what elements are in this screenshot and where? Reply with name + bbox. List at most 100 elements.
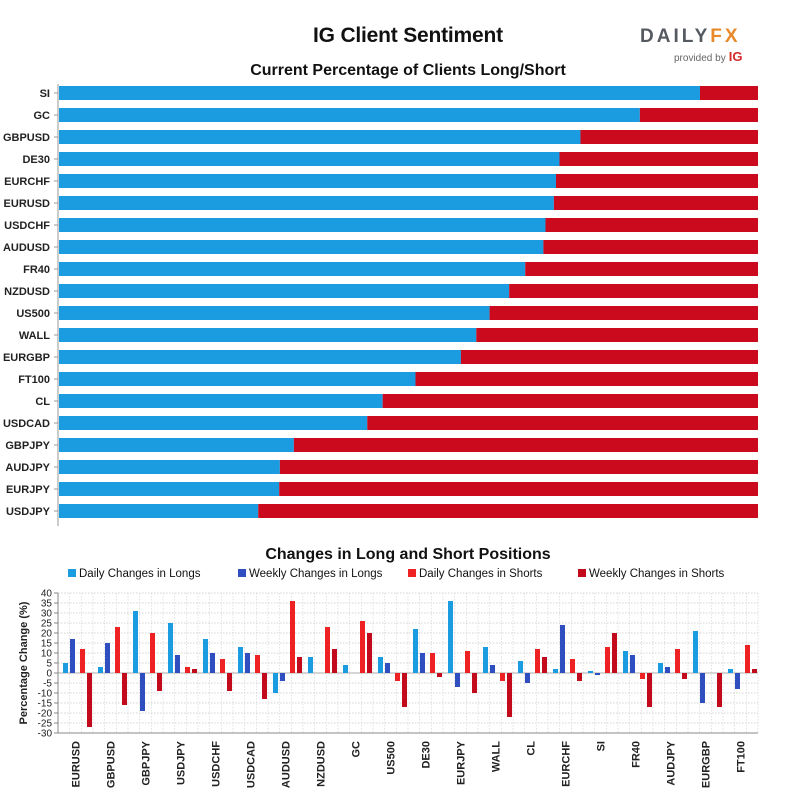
change-bar-usdchf-s2 — [220, 659, 225, 673]
legend-daily-longs[interactable]: Daily Changes in Longs — [68, 568, 200, 580]
change-bar-gc-s3 — [367, 633, 372, 673]
change-bar-gbpusd-s1 — [105, 643, 110, 673]
change-bar-gc-s0 — [343, 665, 348, 673]
short-bar-audjpy — [279, 460, 758, 474]
change-bar-usdcad-s0 — [238, 647, 243, 673]
change-bar-ft100-s2 — [745, 645, 750, 673]
long-bar-de30 — [59, 152, 560, 166]
change-bar-usdjpy-s0 — [168, 623, 173, 673]
long-bar-gc — [59, 108, 640, 122]
changes-y-tick-label: 20 — [41, 629, 53, 640]
change-bar-eurusd-s0 — [63, 663, 68, 673]
change-bar-usdjpy-s2 — [185, 667, 190, 673]
changes-category-label: GBPUSD — [106, 741, 118, 788]
change-bar-de30-s1 — [420, 653, 425, 673]
change-bar-ft100-s1 — [735, 673, 740, 689]
changes-y-tick-label: 40 — [41, 589, 53, 600]
changes-y-tick-label: 15 — [41, 639, 53, 650]
changes-category-label: CL — [526, 741, 538, 756]
short-bar-fr40 — [525, 262, 758, 276]
long-bar-eurchf — [59, 174, 556, 188]
sentiment-category-label: FT100 — [18, 374, 50, 386]
sentiment-category-label: SI — [40, 88, 50, 100]
changes-category-label: USDCAD — [246, 741, 258, 788]
changes-category-label: FT100 — [736, 741, 748, 773]
sentiment-category-label: GBPJPY — [5, 440, 50, 452]
change-bar-usdjpy-s3 — [192, 669, 197, 673]
long-bar-cl — [59, 394, 383, 408]
long-bar-usdchf — [59, 218, 546, 232]
short-bar-nzdusd — [509, 284, 758, 298]
change-bar-de30-s3 — [437, 673, 442, 677]
change-bar-eurjpy-s1 — [455, 673, 460, 687]
change-bar-eurchf-s2 — [570, 659, 575, 673]
short-bar-wall — [476, 328, 758, 342]
long-bar-eurusd — [59, 196, 554, 210]
change-bar-fr40-s0 — [623, 651, 628, 673]
long-bar-gbpusd — [59, 130, 581, 144]
long-bar-usdjpy — [59, 504, 259, 518]
change-bar-gbpjpy-s2 — [150, 633, 155, 673]
changes-y-tick-label: -10 — [38, 689, 53, 700]
change-bar-cl-s3 — [542, 657, 547, 673]
legend-swatch — [238, 569, 246, 577]
change-bar-gbpjpy-s0 — [133, 611, 138, 673]
legend-weekly-shorts[interactable]: Weekly Changes in Shorts — [578, 568, 724, 580]
changes-category-label: GBPJPY — [141, 740, 153, 785]
changes-category-label: NZDUSD — [316, 741, 328, 787]
changes-y-tick-label: 35 — [41, 599, 53, 610]
short-bar-gc — [639, 108, 758, 122]
change-bar-nzdusd-s0 — [308, 657, 313, 673]
change-bar-audusd-s0 — [273, 673, 278, 693]
change-bar-audusd-s1 — [280, 673, 285, 681]
short-bar-eurgbp — [460, 350, 758, 364]
legend-swatch — [408, 569, 416, 577]
change-bar-usdcad-s3 — [262, 673, 267, 699]
change-bar-de30-s2 — [430, 653, 435, 673]
long-bar-audjpy — [59, 460, 280, 474]
change-bar-eurgbp-s0 — [693, 631, 698, 673]
sentiment-category-label: USDCHF — [4, 220, 50, 232]
change-bar-gc-s2 — [360, 621, 365, 673]
short-bar-eurjpy — [279, 482, 758, 496]
change-bar-ft100-s3 — [752, 669, 757, 673]
sentiment-category-label: DE30 — [22, 154, 50, 166]
change-bar-eurjpy-s0 — [448, 601, 453, 673]
changes-category-label: AUDJPY — [666, 740, 678, 785]
legend-weekly-longs[interactable]: Weekly Changes in Longs — [238, 568, 382, 580]
change-bar-audjpy-s1 — [665, 667, 670, 673]
change-bar-eurusd-s1 — [70, 639, 75, 673]
changes-category-label: FR40 — [631, 741, 643, 768]
change-bar-us500-s1 — [385, 663, 390, 673]
change-bar-si-s2 — [605, 647, 610, 673]
change-bar-si-s0 — [588, 671, 593, 673]
change-bar-us500-s0 — [378, 657, 383, 673]
sentiment-category-label: USDCAD — [3, 418, 50, 430]
short-bar-gbpjpy — [293, 438, 758, 452]
changes-category-label: US500 — [386, 741, 398, 775]
changes-category-label: GC — [351, 741, 363, 758]
long-bar-eurgbp — [59, 350, 461, 364]
logo-wordmark: DAILYFX — [640, 26, 741, 47]
sentiment-category-label: US500 — [16, 308, 50, 320]
change-bar-gbpusd-s3 — [122, 673, 127, 705]
legend-daily-shorts[interactable]: Daily Changes in Shorts — [408, 568, 542, 580]
changes-category-label: DE30 — [421, 741, 433, 769]
logo-provider: provided by IG — [674, 49, 743, 64]
change-bar-gbpjpy-s3 — [157, 673, 162, 691]
long-bar-gbpjpy — [59, 438, 294, 452]
change-bar-audusd-s2 — [290, 601, 295, 673]
changes-y-axis-title: Percentage Change (%) — [18, 601, 30, 724]
legend-swatch — [68, 569, 76, 577]
change-bar-eurusd-s3 — [87, 673, 92, 727]
changes-category-label: USDCHF — [211, 741, 223, 787]
changes-y-tick-label: -15 — [38, 699, 53, 710]
long-bar-si — [59, 86, 700, 100]
change-bar-usdjpy-s1 — [175, 655, 180, 673]
change-bar-ft100-s0 — [728, 669, 733, 673]
change-bar-eurchf-s3 — [577, 673, 582, 681]
change-bar-fr40-s2 — [640, 673, 645, 679]
change-bar-usdchf-s1 — [210, 653, 215, 673]
change-bar-si-s3 — [612, 633, 617, 673]
